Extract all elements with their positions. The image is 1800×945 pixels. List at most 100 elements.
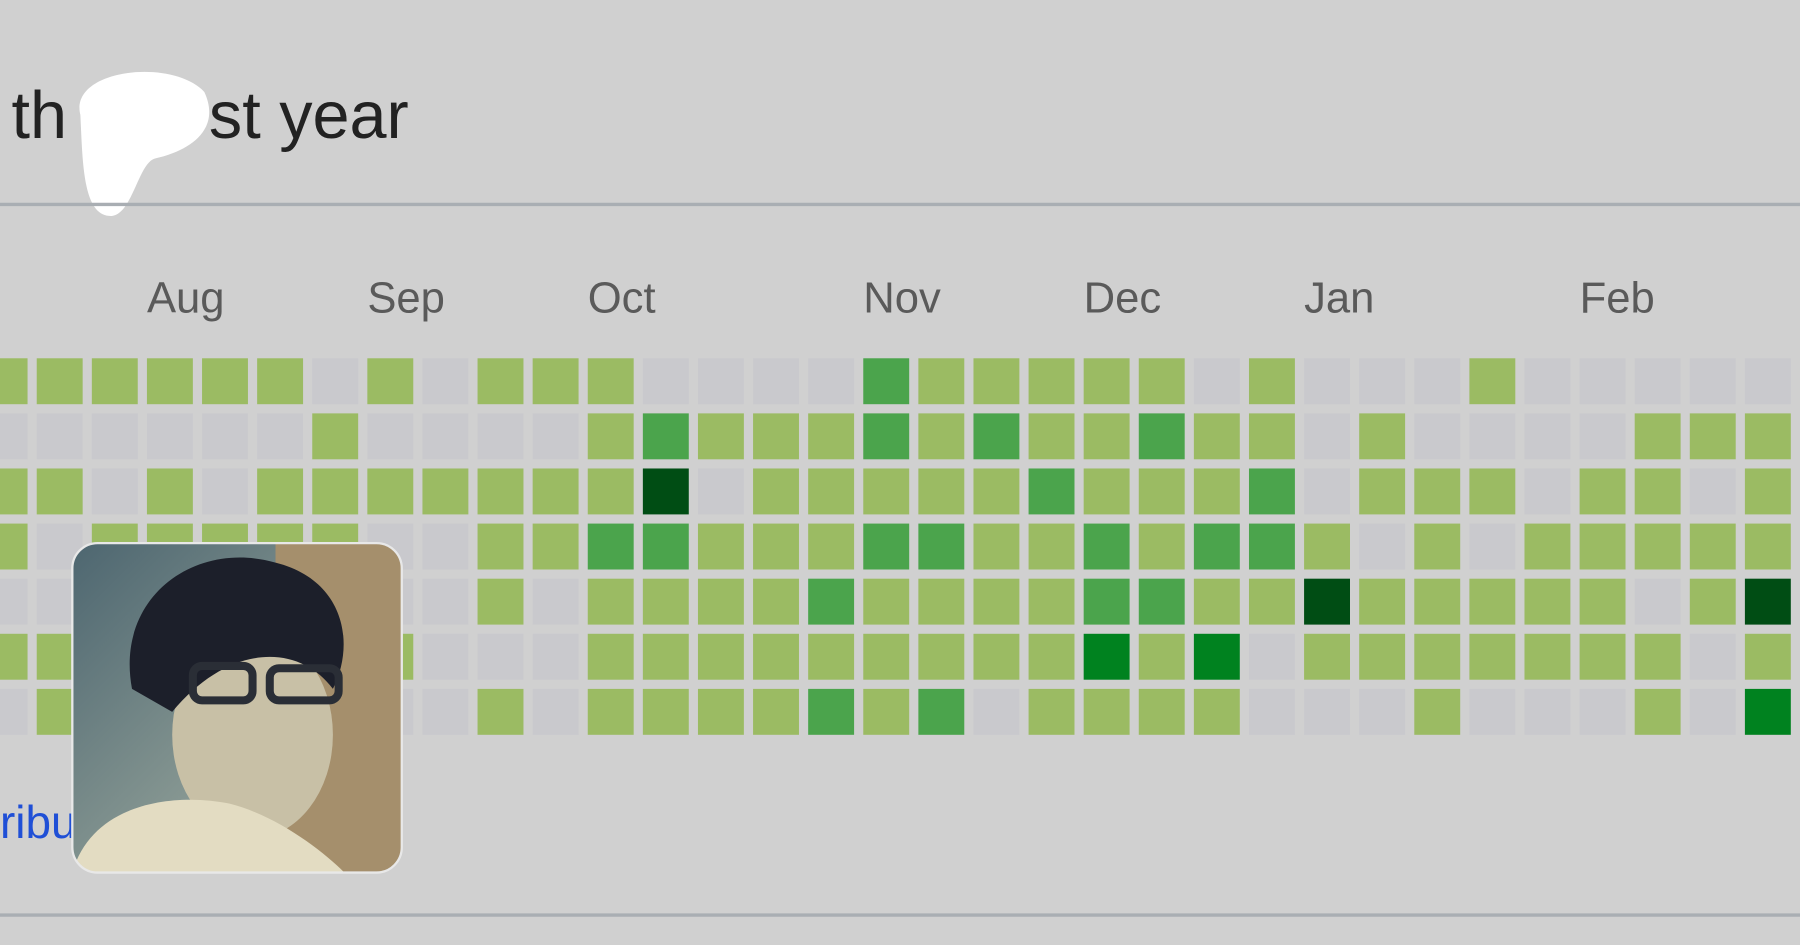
day-cell bbox=[257, 468, 304, 515]
day-cell bbox=[532, 358, 579, 405]
day-cell bbox=[91, 413, 138, 460]
day-cell bbox=[1579, 633, 1626, 680]
day-cell bbox=[1469, 468, 1516, 515]
day-cell bbox=[1193, 358, 1240, 405]
day-cell bbox=[1083, 358, 1130, 405]
month-labels: Aug Sep Oct Nov Dec Jan Feb bbox=[147, 274, 1655, 322]
day-cell bbox=[753, 358, 799, 405]
day-cell bbox=[422, 358, 469, 405]
month-label: Aug bbox=[147, 274, 225, 322]
day-cell bbox=[477, 688, 524, 735]
day-cell bbox=[1414, 578, 1461, 625]
day-cell bbox=[808, 633, 855, 680]
avatar-face bbox=[172, 631, 333, 839]
day-cell bbox=[697, 523, 744, 570]
day-cell bbox=[1414, 413, 1461, 460]
day-cell bbox=[753, 468, 799, 515]
day-cell bbox=[1634, 633, 1681, 680]
day-cell bbox=[36, 358, 83, 405]
day-cell bbox=[1524, 468, 1571, 515]
day-cell bbox=[367, 358, 414, 405]
day-cell bbox=[0, 413, 28, 460]
day-cell bbox=[1469, 413, 1516, 460]
day-cell bbox=[1634, 523, 1681, 570]
day-cell bbox=[422, 413, 469, 460]
day-cell bbox=[477, 578, 524, 625]
day-cell bbox=[1193, 633, 1240, 680]
day-cell bbox=[422, 578, 469, 625]
day-cell bbox=[1304, 413, 1350, 460]
day-cell bbox=[367, 468, 414, 515]
day-cell bbox=[1634, 358, 1681, 405]
day-cell bbox=[1689, 413, 1736, 460]
day-cell bbox=[1138, 413, 1185, 460]
day-cell bbox=[642, 633, 689, 680]
day-cell bbox=[697, 358, 744, 405]
day-cell bbox=[697, 413, 744, 460]
day-cell bbox=[0, 468, 28, 515]
month-label: Feb bbox=[1580, 274, 1655, 322]
day-cell bbox=[642, 688, 689, 735]
month-label: Nov bbox=[863, 274, 941, 322]
day-cell bbox=[863, 468, 910, 515]
day-cell bbox=[973, 413, 1020, 460]
avatar-border bbox=[71, 541, 403, 874]
day-cell bbox=[1359, 688, 1406, 735]
day-cell bbox=[1469, 633, 1516, 680]
day-cell bbox=[1579, 578, 1626, 625]
day-cell bbox=[422, 633, 469, 680]
day-cell bbox=[1359, 523, 1406, 570]
day-cell bbox=[863, 358, 910, 405]
day-cell bbox=[1744, 523, 1791, 570]
day-cell bbox=[146, 468, 193, 515]
day-cell bbox=[1193, 523, 1240, 570]
day-cell bbox=[257, 413, 304, 460]
day-cell bbox=[1744, 633, 1791, 680]
day-cell bbox=[753, 633, 799, 680]
day-cell bbox=[1744, 358, 1791, 405]
day-cell bbox=[532, 413, 579, 460]
day-cell bbox=[918, 578, 965, 625]
day-cell bbox=[587, 468, 634, 515]
day-cell bbox=[1414, 523, 1461, 570]
day-cell bbox=[1414, 633, 1461, 680]
day-cell bbox=[642, 358, 689, 405]
day-cell bbox=[1524, 633, 1571, 680]
day-cell bbox=[477, 468, 524, 515]
day-cell bbox=[1028, 578, 1075, 625]
day-cell bbox=[0, 688, 28, 735]
day-cell bbox=[1414, 468, 1461, 515]
month-label: Oct bbox=[588, 274, 656, 322]
day-cell bbox=[1414, 688, 1461, 735]
day-cell bbox=[1304, 688, 1350, 735]
day-cell bbox=[1193, 578, 1240, 625]
day-cell bbox=[1469, 578, 1516, 625]
day-cell bbox=[1248, 468, 1295, 515]
day-cell bbox=[1744, 468, 1791, 515]
day-cell bbox=[477, 523, 524, 570]
day-cell bbox=[36, 413, 83, 460]
day-cell bbox=[753, 688, 799, 735]
day-cell bbox=[1414, 358, 1461, 405]
day-cell bbox=[1524, 523, 1571, 570]
day-cell bbox=[642, 523, 689, 570]
day-cell bbox=[1138, 633, 1185, 680]
day-cell bbox=[753, 578, 799, 625]
day-cell bbox=[1634, 413, 1681, 460]
day-cell bbox=[973, 578, 1020, 625]
day-cell bbox=[1634, 578, 1681, 625]
day-cell bbox=[808, 523, 855, 570]
day-cell bbox=[863, 413, 910, 460]
link-text[interactable]: ribu bbox=[0, 796, 77, 848]
day-cell bbox=[1359, 413, 1406, 460]
day-cell bbox=[1469, 523, 1516, 570]
day-cell bbox=[1028, 688, 1075, 735]
day-cell bbox=[312, 358, 359, 405]
day-cell bbox=[1524, 688, 1571, 735]
day-cell bbox=[973, 358, 1020, 405]
day-cell bbox=[587, 523, 634, 570]
day-cell bbox=[0, 523, 28, 570]
day-cell bbox=[477, 633, 524, 680]
day-cell bbox=[973, 468, 1020, 515]
day-cell bbox=[0, 358, 28, 405]
